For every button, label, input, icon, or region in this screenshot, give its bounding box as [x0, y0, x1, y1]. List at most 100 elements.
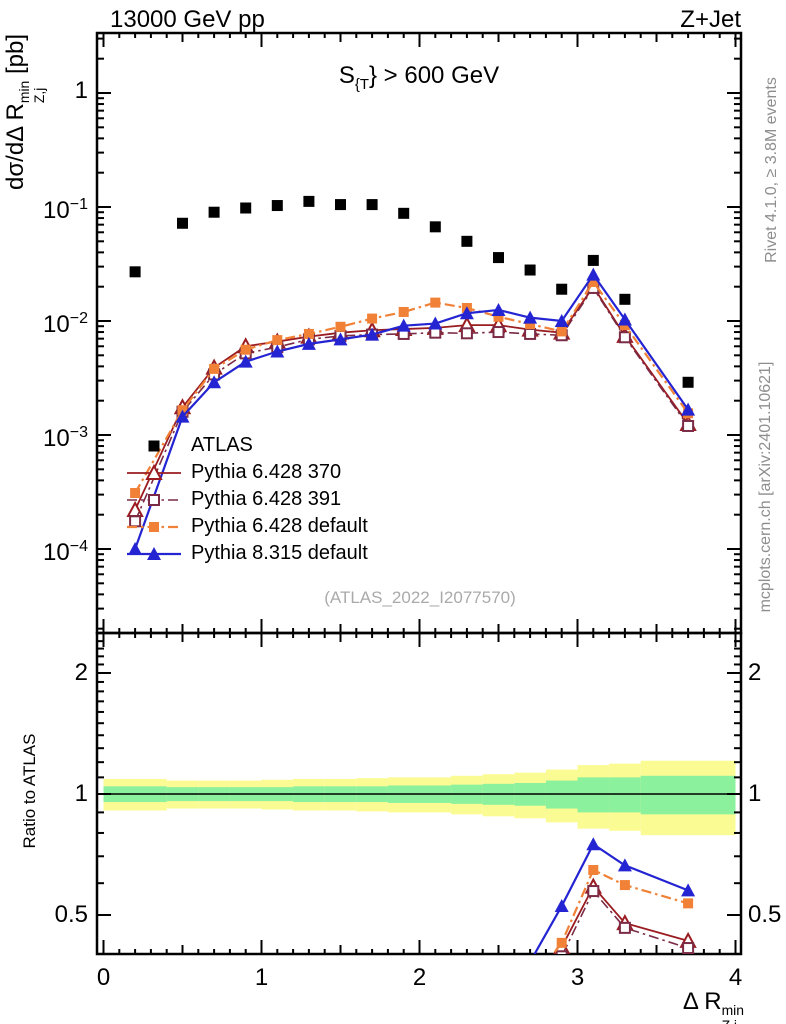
main-y-tick-label: 10−4: [43, 538, 88, 566]
marker: [335, 199, 346, 211]
marker: [588, 865, 599, 876]
main-y-label-text: dσ/dΔ R: [1, 103, 29, 191]
marker: [617, 312, 632, 326]
legend-row: ATLAS: [125, 432, 368, 459]
marker: [556, 283, 568, 295]
marker: [618, 331, 631, 344]
band-green: [609, 777, 641, 813]
legend-swatch: [148, 440, 160, 451]
ratio-y-tick-label-left: 2: [74, 658, 88, 686]
legend-label: Pythia 6.428 370: [191, 461, 342, 483]
marker: [619, 293, 631, 305]
x-tick-label: 1: [254, 964, 269, 991]
marker: [459, 306, 474, 320]
ratio-y-tick-label-right: 0.5: [748, 901, 782, 928]
series-atlas: [129, 195, 694, 388]
series-pythia-8-315-default: [128, 267, 696, 555]
x-tick-label: 0: [96, 964, 111, 991]
marker: [554, 314, 569, 327]
mcplots-note: mcplots.cern.ch [arXiv:2401.10621]: [757, 361, 774, 613]
marker: [175, 409, 190, 423]
marker: [586, 837, 601, 851]
marker: [367, 313, 378, 324]
marker: [398, 306, 409, 317]
legend-label: Pythia 8.315 default: [191, 542, 368, 564]
series-line: [134, 286, 689, 522]
main-y-tick-label: 10−1: [43, 196, 88, 224]
marker: [429, 221, 441, 233]
marker: [617, 858, 632, 872]
marker: [556, 326, 567, 337]
main-y-tick-label: 1: [74, 77, 88, 104]
marker: [525, 1014, 535, 1024]
marker: [333, 332, 348, 346]
marker: [524, 327, 537, 340]
marker: [460, 327, 473, 340]
x-tick-label: 2: [412, 964, 427, 991]
marker: [207, 375, 222, 389]
marker: [619, 880, 630, 891]
legend-row: Pythia 6.428 391: [125, 486, 368, 513]
legend-swatch: [127, 493, 181, 506]
marker: [209, 363, 220, 374]
marker: [682, 376, 694, 388]
band-green: [640, 775, 736, 815]
marker: [271, 200, 283, 212]
marker: [303, 195, 315, 207]
marker: [493, 311, 504, 322]
process-title: Z+Jet: [680, 6, 741, 33]
marker: [525, 980, 535, 990]
marker: [523, 997, 537, 1010]
marker: [365, 327, 380, 341]
rivet-version-note: Rivet 4.1.0, ≥ 3.8M events: [763, 77, 780, 263]
marker: [681, 883, 696, 897]
legend-swatch: [127, 521, 181, 532]
marker: [523, 955, 537, 968]
marker: [240, 344, 251, 355]
marker: [272, 335, 283, 346]
marker: [398, 207, 410, 219]
marker: [130, 487, 141, 498]
marker: [555, 950, 568, 954]
x-label-text: Δ R: [682, 988, 722, 1015]
marker: [682, 419, 695, 432]
series-line: [556, 885, 689, 954]
marker: [525, 319, 536, 330]
legend-label: Pythia 6.428 391: [191, 488, 342, 510]
marker: [492, 326, 505, 339]
marker: [128, 542, 143, 555]
series-line: [134, 280, 689, 494]
marker: [240, 202, 252, 214]
series-line: [533, 842, 689, 954]
marker: [493, 252, 504, 264]
marker: [335, 321, 346, 332]
legend-label: ATLAS: [191, 434, 253, 456]
marker: [588, 276, 599, 287]
marker: [428, 316, 443, 330]
ratio-y-tick-label-left: 1: [74, 780, 88, 807]
marker: [492, 972, 506, 985]
legend: ATLAS Pythia 6.428 370 Pythia 6.428 391 Pyt…: [125, 432, 368, 567]
marker: [238, 354, 253, 368]
watermark: (ATLAS_2022_I2077570): [324, 588, 516, 607]
marker: [556, 937, 567, 948]
legend-row: Pythia 8.315 default: [125, 540, 368, 567]
marker: [523, 310, 538, 324]
marker: [587, 254, 599, 266]
marker: [491, 302, 506, 316]
marker: [301, 336, 316, 350]
ratio-y-tick-label-right: 2: [748, 658, 762, 686]
cut-annotation: S{T} > 600 GeV: [338, 62, 500, 93]
x-tick-label: 3: [570, 964, 585, 991]
marker: [524, 264, 536, 276]
ratio-series-pythia-6-428-391: [525, 885, 695, 1024]
series-line: [561, 889, 689, 954]
legend-swatch: [127, 546, 181, 560]
marker: [177, 217, 188, 229]
ratio-y-tick-label-left: 0.5: [54, 901, 88, 928]
x-tick-label: 4: [728, 964, 743, 991]
marker: [129, 266, 141, 278]
